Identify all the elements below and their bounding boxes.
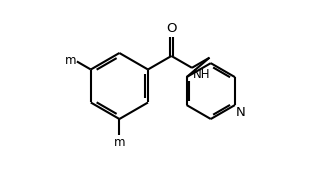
Text: m: m: [65, 54, 76, 67]
Text: NH: NH: [192, 68, 210, 81]
Text: N: N: [236, 106, 246, 119]
Text: m: m: [114, 136, 125, 149]
Text: O: O: [166, 22, 177, 35]
